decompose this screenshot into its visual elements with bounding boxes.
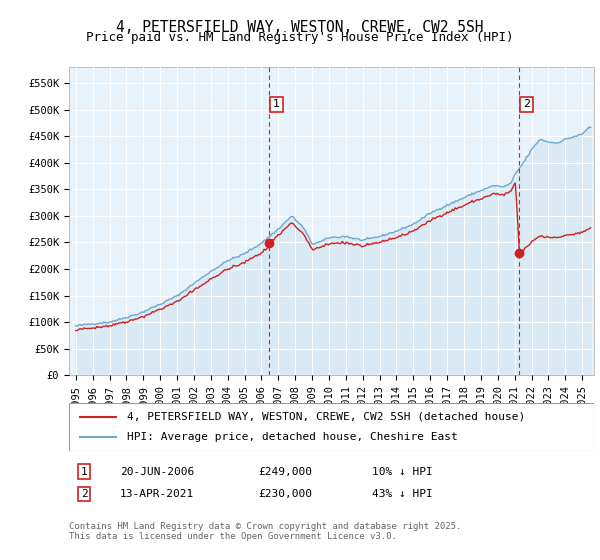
Text: 13-APR-2021: 13-APR-2021	[120, 489, 194, 499]
Text: 2: 2	[80, 489, 88, 499]
Text: 4, PETERSFIELD WAY, WESTON, CREWE, CW2 5SH: 4, PETERSFIELD WAY, WESTON, CREWE, CW2 5…	[116, 20, 484, 35]
Text: 10% ↓ HPI: 10% ↓ HPI	[372, 466, 433, 477]
Text: Price paid vs. HM Land Registry's House Price Index (HPI): Price paid vs. HM Land Registry's House …	[86, 31, 514, 44]
Text: 43% ↓ HPI: 43% ↓ HPI	[372, 489, 433, 499]
Text: 2: 2	[523, 99, 530, 109]
Text: 20-JUN-2006: 20-JUN-2006	[120, 466, 194, 477]
Text: £230,000: £230,000	[258, 489, 312, 499]
Text: £249,000: £249,000	[258, 466, 312, 477]
Text: 1: 1	[80, 466, 88, 477]
FancyBboxPatch shape	[69, 403, 594, 451]
Text: 4, PETERSFIELD WAY, WESTON, CREWE, CW2 5SH (detached house): 4, PETERSFIELD WAY, WESTON, CREWE, CW2 5…	[127, 412, 525, 422]
Text: HPI: Average price, detached house, Cheshire East: HPI: Average price, detached house, Ches…	[127, 432, 458, 442]
Text: Contains HM Land Registry data © Crown copyright and database right 2025.
This d: Contains HM Land Registry data © Crown c…	[69, 522, 461, 542]
Text: 1: 1	[273, 99, 280, 109]
